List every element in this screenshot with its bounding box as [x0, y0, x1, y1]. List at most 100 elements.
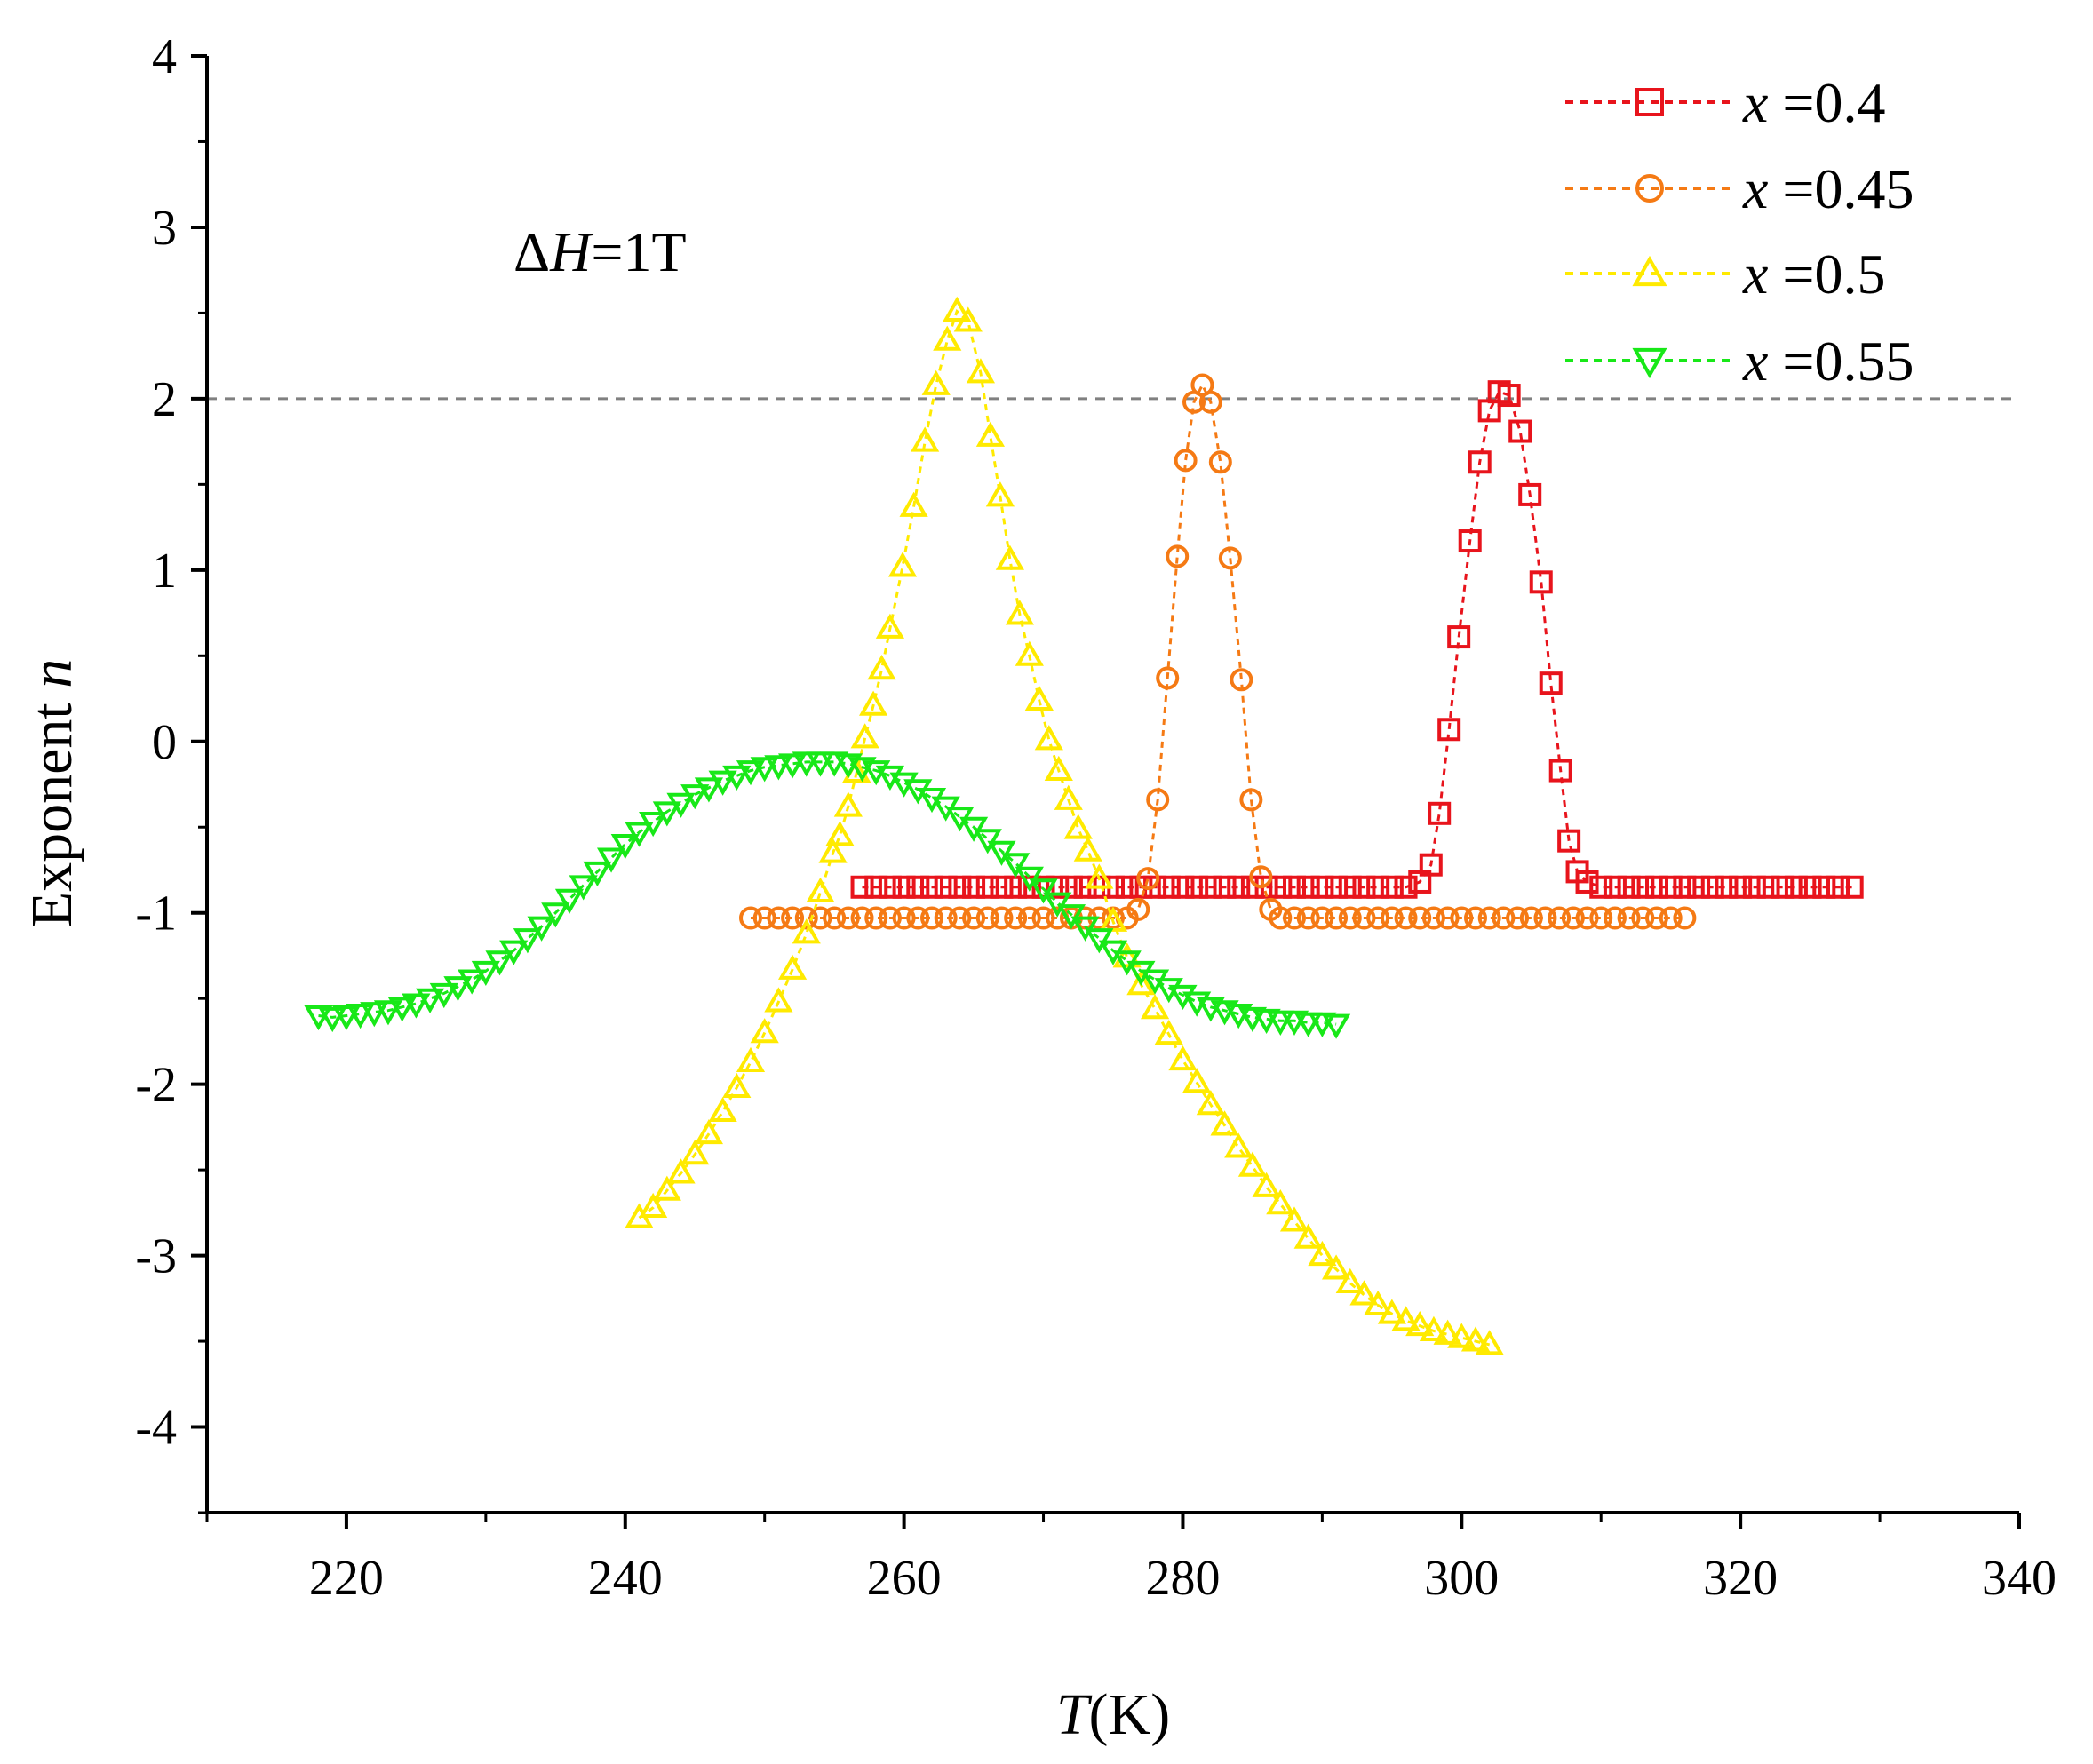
data-point — [1377, 1299, 1406, 1324]
data-point — [934, 906, 958, 930]
legend-label-value: =0.4 — [1768, 71, 1885, 134]
data-point — [1115, 875, 1139, 899]
legend-label-value: =0.5 — [1768, 242, 1885, 306]
data-point — [1085, 928, 1114, 954]
data-point — [1506, 906, 1530, 930]
data-point — [1043, 892, 1072, 918]
data-point — [764, 755, 793, 781]
data-point — [1631, 906, 1655, 930]
data-point — [1338, 875, 1362, 899]
data-point — [920, 906, 943, 930]
data-point — [911, 426, 940, 452]
data-point — [1269, 875, 1293, 899]
data-point — [1460, 1326, 1491, 1352]
data-point — [1428, 801, 1452, 825]
data-point — [1687, 875, 1711, 899]
data-point — [1283, 906, 1306, 930]
data-point — [1296, 906, 1320, 930]
data-point — [458, 969, 487, 995]
data-point — [1237, 1151, 1268, 1177]
data-point — [652, 1175, 681, 1201]
data-point — [1756, 875, 1780, 899]
data-point — [1059, 875, 1083, 899]
data-point — [833, 791, 863, 817]
y-tick-label: -4 — [135, 1401, 177, 1456]
data-point — [962, 875, 986, 899]
data-point — [1266, 1189, 1295, 1215]
data-point — [1826, 875, 1850, 899]
data-point — [1321, 1013, 1351, 1039]
data-point — [906, 906, 930, 930]
data-point — [864, 906, 888, 930]
data-point — [1054, 784, 1083, 810]
data-point — [1310, 906, 1334, 930]
series-3 — [625, 296, 1504, 1355]
data-point — [825, 821, 855, 846]
data-point — [1198, 390, 1222, 414]
data-point — [850, 723, 879, 749]
data-point — [1239, 788, 1263, 812]
data-point — [443, 976, 473, 1002]
data-point — [1283, 875, 1306, 899]
data-point — [1031, 906, 1055, 930]
data-point — [899, 491, 928, 517]
data-point — [1308, 1240, 1337, 1267]
data-point — [1156, 666, 1180, 690]
data-point — [1174, 449, 1198, 473]
data-point — [1533, 906, 1557, 930]
data-point — [680, 784, 710, 810]
data-point — [1364, 1290, 1393, 1316]
data-point — [1729, 875, 1753, 899]
data-point — [1492, 906, 1516, 930]
data-point — [973, 829, 1002, 854]
data-point — [1310, 875, 1334, 899]
data-point — [781, 906, 805, 930]
data-point — [1004, 906, 1028, 930]
data-point — [694, 1118, 724, 1145]
data-point — [708, 1096, 737, 1123]
data-point — [666, 1158, 696, 1184]
series-line — [862, 390, 1852, 889]
data-point — [639, 811, 668, 838]
data-point — [943, 296, 972, 322]
legend-label: x =0.55 — [1742, 330, 1914, 393]
data-point — [1230, 668, 1253, 692]
data-point — [1631, 875, 1655, 899]
data-point — [1168, 1045, 1198, 1071]
data-point — [346, 1004, 375, 1029]
data-point — [1589, 875, 1613, 899]
data-point — [1812, 875, 1836, 899]
data-point — [1352, 906, 1376, 930]
data-point — [1098, 906, 1128, 932]
data-point — [1673, 906, 1697, 930]
data-point — [387, 997, 417, 1022]
data-point — [1196, 1090, 1225, 1116]
data-point — [1421, 906, 1445, 930]
data-point — [1349, 1280, 1379, 1306]
data-point — [1166, 544, 1190, 568]
legend-marker — [1635, 88, 1664, 116]
data-point — [1136, 867, 1160, 891]
y-tick-label: 1 — [152, 544, 177, 599]
legend-label-value: =0.55 — [1768, 330, 1914, 393]
data-point — [1477, 906, 1501, 930]
data-point — [887, 552, 918, 577]
data-point — [680, 1140, 710, 1165]
data-point — [739, 906, 762, 930]
data-point — [736, 1046, 766, 1073]
data-point — [1673, 875, 1697, 899]
data-point — [1742, 875, 1766, 899]
legend-label-var: x — [1742, 242, 1768, 306]
data-point — [1293, 1223, 1323, 1249]
data-point — [1437, 718, 1461, 742]
data-point — [1249, 865, 1273, 889]
legend-entry-2: x =0.45 — [1565, 157, 1914, 220]
data-point — [1017, 875, 1041, 899]
data-point — [1575, 906, 1599, 930]
data-point — [1279, 1206, 1309, 1232]
y-tick-label: -2 — [135, 1058, 177, 1113]
data-point — [1450, 906, 1474, 930]
data-point — [752, 906, 776, 930]
legend-label-var: x — [1742, 157, 1768, 220]
